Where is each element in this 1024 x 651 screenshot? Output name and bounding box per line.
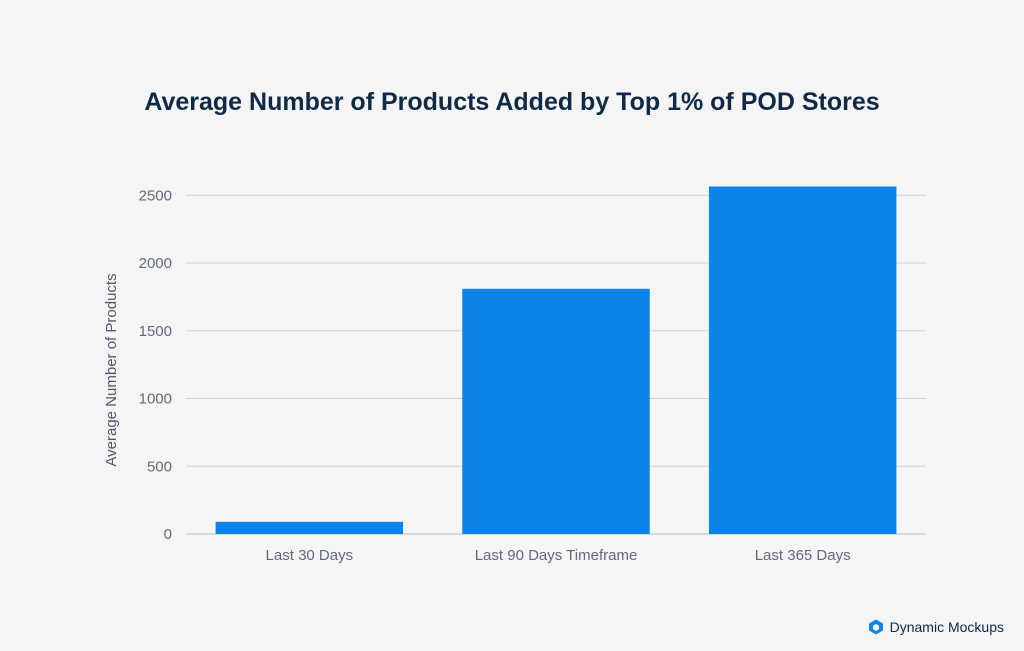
x-tick-label: Last 30 Days [266, 547, 354, 564]
bar [215, 521, 404, 534]
y-tick-label: 2500 [139, 187, 172, 204]
y-tick-label: 0 [164, 526, 172, 543]
y-tick-label: 1000 [139, 391, 172, 408]
x-tick-label: Last 365 Days [755, 547, 851, 564]
y-axis-ticks: 0 500 1000 1500 2000 2500 [139, 187, 172, 543]
cube-logo-icon [868, 619, 883, 635]
brand-name: Dynamic Mockups [889, 619, 1004, 635]
bar [708, 186, 897, 535]
y-tick-label: 500 [147, 458, 172, 475]
chart-title: Average Number of Products Added by Top … [144, 88, 880, 116]
brand-watermark: Dynamic Mockups [868, 619, 1004, 635]
y-tick-label: 1500 [139, 323, 172, 340]
x-tick-label: Last 90 Days Timeframe [475, 547, 638, 564]
bars [215, 186, 897, 535]
x-axis-ticks: Last 30 Days Last 90 Days Timeframe Last 3… [266, 547, 851, 564]
y-tick-label: 2000 [139, 255, 172, 272]
y-axis-label: Average Number of Products [103, 273, 120, 466]
bar [462, 288, 650, 534]
